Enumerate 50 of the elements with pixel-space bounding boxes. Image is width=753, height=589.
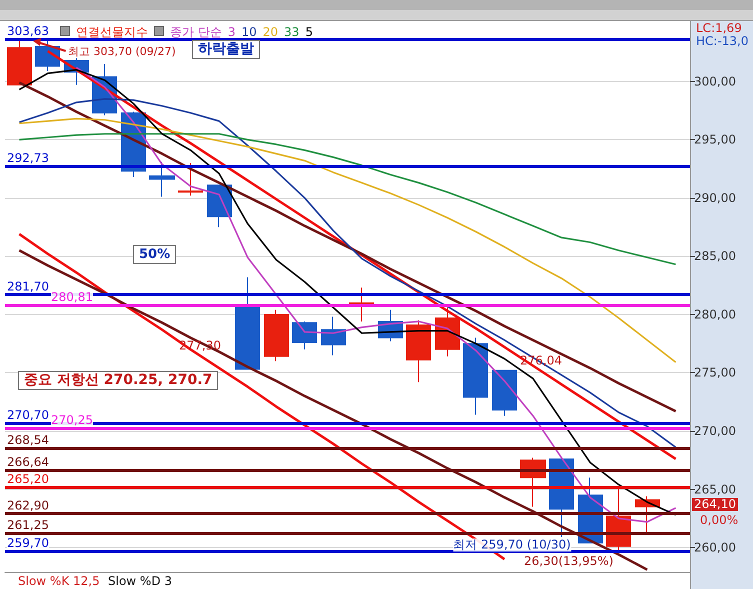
y-tick-label: 270,00 bbox=[694, 424, 736, 438]
candlestick bbox=[406, 320, 431, 383]
ref-line-label: 292,73 bbox=[7, 151, 49, 166]
annotation: 최저 259,70 (10/30) bbox=[453, 538, 571, 552]
annotation: 26,30(13,95%) bbox=[524, 554, 614, 568]
ref-line-label: 270,25 bbox=[51, 413, 93, 428]
ref-line-label: 265,20 bbox=[7, 472, 49, 486]
candlestick bbox=[463, 337, 488, 416]
ref-line-label: 270,70 bbox=[7, 408, 49, 422]
annotation: 50% bbox=[133, 245, 176, 264]
annotation: 중요 저항선 270.25, 270.7 bbox=[18, 371, 218, 390]
y-tick-label: 260,00 bbox=[694, 540, 736, 555]
y-tick-label: 265,00 bbox=[694, 482, 736, 496]
ref-line-label: 261,25 bbox=[7, 518, 49, 532]
text: 5 bbox=[305, 25, 313, 39]
y-tick-label: 280,00 bbox=[694, 307, 736, 322]
legend-title: 종가 단순 bbox=[169, 25, 222, 39]
candlestick bbox=[235, 276, 260, 370]
text: Slow %D 3 bbox=[108, 574, 172, 588]
candlestick bbox=[264, 309, 289, 362]
text: 33 bbox=[284, 25, 300, 39]
ref-line-label: 303,63 bbox=[7, 24, 49, 38]
candlestick bbox=[292, 320, 317, 350]
ref-line-label: 281,70 bbox=[7, 280, 49, 294]
text: 264,10 bbox=[692, 497, 738, 511]
ref-line-label: 266,64 bbox=[7, 455, 49, 470]
series-label: 연결선물지수 bbox=[75, 25, 148, 39]
candlestick bbox=[492, 370, 517, 416]
ref-line-label: 268,54 bbox=[7, 433, 49, 448]
y-tick-label: 285,00 bbox=[694, 249, 736, 264]
text: HC:-13,0 bbox=[696, 34, 748, 48]
ref-line-label: 280,81 bbox=[51, 290, 93, 304]
candlestick bbox=[435, 306, 460, 357]
text: Slow %K 12,5 bbox=[18, 574, 100, 588]
candlestick bbox=[149, 161, 175, 198]
text: LC:1,69 bbox=[696, 21, 742, 35]
text: 0,00% bbox=[700, 513, 738, 527]
text: 10 bbox=[241, 25, 257, 39]
y-tick-label: 295,00 bbox=[694, 132, 736, 147]
y-tick-label: 290,00 bbox=[694, 190, 736, 205]
y-tick-label: 300,00 bbox=[694, 74, 736, 88]
y-tick-label: 275,00 bbox=[694, 366, 736, 380]
annotation: 하락출발 bbox=[192, 40, 260, 59]
candlestick bbox=[321, 316, 346, 356]
text: 20 bbox=[262, 25, 278, 39]
ref-line-label: 259,70 bbox=[7, 536, 49, 550]
ref-line-label: 262,90 bbox=[7, 498, 49, 513]
candlestick bbox=[178, 162, 203, 196]
text: 3 bbox=[228, 25, 236, 39]
annotation: 최고 303,70 (09/27) bbox=[68, 45, 176, 58]
